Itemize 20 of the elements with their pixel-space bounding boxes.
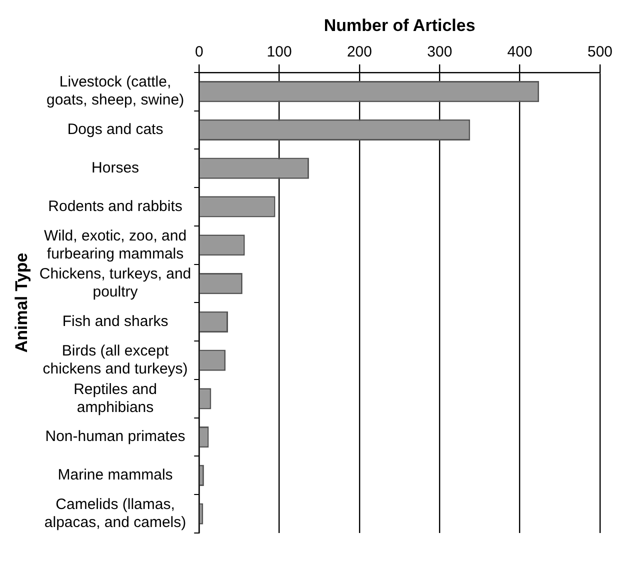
y-tick-label: Wild, exotic, zoo, and furbearing mammals	[44, 227, 187, 262]
x-tick-label: 300	[427, 44, 452, 61]
y-tick-label: Non-human primates	[45, 428, 186, 446]
x-tick-label: 0	[194, 44, 204, 61]
y-axis-title: Animal Type	[12, 252, 31, 353]
y-tick-label: Livestock (cattle, goats, sheep, swine)	[46, 74, 184, 109]
x-tick-label: 400	[507, 44, 532, 61]
y-tick-label: Rodents and rabbits	[48, 198, 182, 215]
y-tick-label: Fish and sharks	[62, 313, 168, 330]
x-tick-label: 200	[346, 44, 372, 61]
x-tick-label: 500	[587, 44, 613, 61]
y-tick-label: Birds (all except chickens and turkeys)	[42, 342, 188, 378]
y-tick-label: Marine mammals	[58, 466, 173, 484]
x-tick-label: 100	[266, 44, 292, 61]
y-tick-label: Reptiles and amphibians	[74, 380, 157, 416]
y-tick-label: Chickens, turkeys, and poultry	[39, 266, 192, 301]
y-tick-label: Horses	[92, 160, 140, 176]
y-tick-label: Camelids (llamas, alpacas, and camels)	[44, 496, 186, 531]
x-axis-title: Number of Articles	[324, 16, 476, 35]
y-tick-label: Dogs and cats	[67, 121, 164, 138]
